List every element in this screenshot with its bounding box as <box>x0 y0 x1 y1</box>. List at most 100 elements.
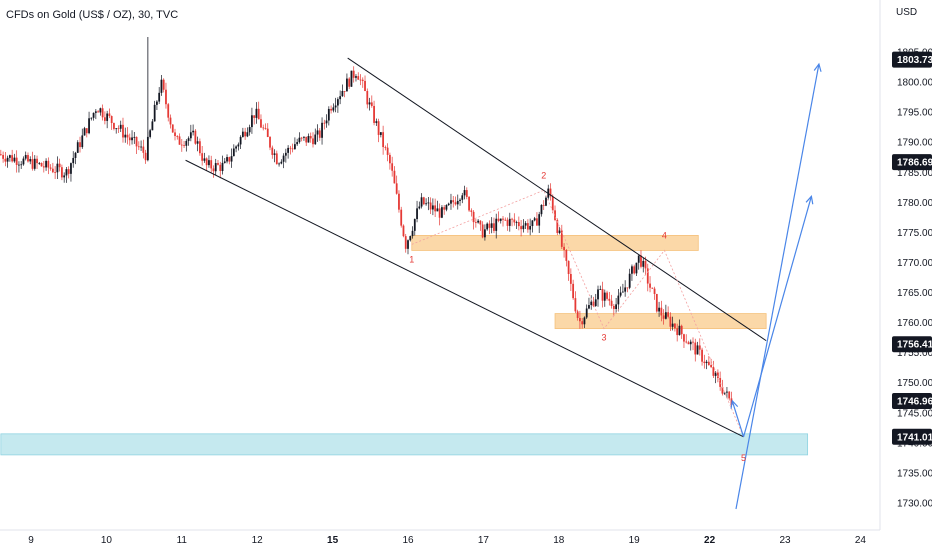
candle-body <box>124 134 127 138</box>
candle-body <box>646 268 649 284</box>
candle-body <box>488 223 491 228</box>
candle-body <box>685 341 688 343</box>
time-tick-label: 24 <box>855 535 867 546</box>
candle-body <box>92 112 95 118</box>
candle-body <box>524 223 527 226</box>
candle-body <box>398 193 400 210</box>
candle-body <box>185 140 188 146</box>
arrow-head-2 <box>813 62 822 72</box>
candle-body <box>325 120 328 124</box>
price-tag-label: 1756.41 <box>897 340 932 351</box>
candle-body <box>183 145 185 147</box>
candle-body <box>246 132 249 137</box>
candle-body <box>370 102 373 106</box>
candle-body <box>556 219 559 233</box>
candle-body <box>608 298 611 301</box>
candle-body <box>522 225 525 230</box>
candle-body <box>0 154 2 156</box>
candle-body <box>65 169 68 176</box>
price-tick-label: 1790.00 <box>897 138 932 149</box>
candle-body <box>210 160 213 169</box>
candle-body <box>235 146 237 149</box>
candle-body <box>189 132 192 139</box>
candle-body <box>635 262 638 274</box>
candle-body <box>20 164 23 166</box>
candle-body <box>445 204 448 210</box>
currency-label: USD <box>896 7 917 18</box>
candle-body <box>545 197 547 206</box>
candle-body <box>631 266 633 274</box>
candle-body <box>400 209 403 226</box>
candle-body <box>24 155 27 159</box>
candle-body <box>526 223 529 230</box>
candle-body <box>144 152 147 161</box>
candle-body <box>135 136 138 147</box>
candle-body <box>162 79 165 90</box>
price-tag-bg <box>892 154 932 171</box>
candle-body <box>511 218 513 220</box>
candle-body <box>341 91 344 97</box>
candle-body <box>576 311 579 318</box>
candle-body <box>416 208 418 220</box>
candle-body <box>334 105 337 108</box>
resistance-zone-1 <box>411 235 699 251</box>
candle-body <box>438 208 441 218</box>
candle-body <box>88 118 90 134</box>
candle-body <box>49 167 52 169</box>
candle-body <box>468 196 470 211</box>
projection-arrow-3 <box>731 400 745 438</box>
candle-body <box>119 124 122 129</box>
candle-body <box>429 202 432 210</box>
candle-body <box>128 137 131 141</box>
candle-body <box>321 122 323 138</box>
candle-body <box>350 70 353 87</box>
candle-body <box>99 108 102 113</box>
candle-body <box>696 345 699 355</box>
candle-body <box>305 136 308 143</box>
candle-body <box>549 188 552 197</box>
price-tick-label: 1775.00 <box>897 228 932 239</box>
candle-body <box>594 299 597 306</box>
price-tick-label: 1730.00 <box>897 498 932 509</box>
candle-body <box>389 154 391 164</box>
candle-body <box>612 305 615 310</box>
candle-body <box>167 104 170 118</box>
candle-body <box>375 121 378 123</box>
candle-body <box>662 315 665 319</box>
candle-body <box>18 164 20 166</box>
candle-body <box>407 240 409 249</box>
candle-body <box>536 218 538 226</box>
candle-body <box>441 207 443 218</box>
candle-body <box>484 229 486 238</box>
candle-body <box>624 287 627 292</box>
candle-body <box>450 200 452 204</box>
candle-body <box>551 196 554 211</box>
candle-body <box>226 157 228 162</box>
time-tick-label: 19 <box>629 535 641 546</box>
candle-body <box>355 76 357 78</box>
candle-body <box>427 202 430 204</box>
candle-body <box>606 292 608 299</box>
candle-body <box>140 146 142 148</box>
candle-body <box>599 288 602 290</box>
candle-body <box>239 136 242 145</box>
candle-body <box>420 197 423 207</box>
candle-body <box>232 148 235 157</box>
candle-body <box>470 210 473 212</box>
candle-body <box>262 127 265 129</box>
candle-body <box>565 249 568 261</box>
candle-body <box>434 205 437 212</box>
candle-body <box>228 157 231 162</box>
candle-body <box>377 121 380 135</box>
candle-body <box>131 137 133 141</box>
candle-body <box>481 224 484 238</box>
candle-body <box>456 200 459 205</box>
candle-body <box>106 113 109 121</box>
candle-body <box>153 104 156 122</box>
candle-body <box>463 190 466 196</box>
candle-body <box>74 152 77 158</box>
candle-body <box>719 378 722 387</box>
candle-body <box>253 115 256 118</box>
candle-body <box>676 328 679 336</box>
